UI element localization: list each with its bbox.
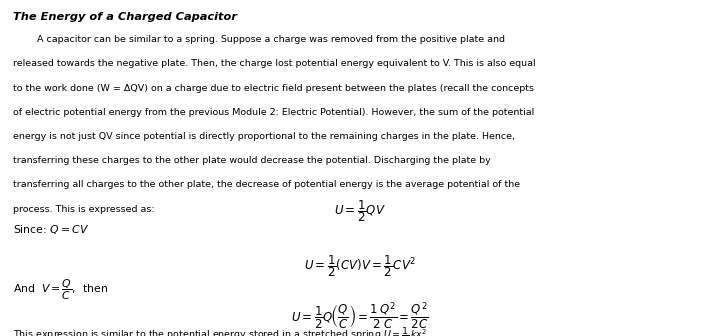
Text: Since: $Q = CV$: Since: $Q = CV$ (13, 223, 89, 237)
Text: This expression is similar to the potential energy stored in a stretched spring : This expression is similar to the potent… (13, 325, 431, 336)
Text: The Energy of a Charged Capacitor: The Energy of a Charged Capacitor (13, 12, 237, 22)
Text: $U = \dfrac{1}{2}Q\!\left(\dfrac{Q}{C}\right) = \dfrac{1\,Q^2}{2\;C} = \dfrac{Q^: $U = \dfrac{1}{2}Q\!\left(\dfrac{Q}{C}\r… (291, 301, 429, 332)
Text: released towards the negative plate. Then, the charge lost potential energy equi: released towards the negative plate. The… (13, 59, 536, 69)
Text: transferring these charges to the other plate would decrease the potential. Disc: transferring these charges to the other … (13, 156, 491, 165)
Text: A capacitor can be similar to a spring. Suppose a charge was removed from the po: A capacitor can be similar to a spring. … (13, 35, 505, 44)
Text: $U = \dfrac{1}{2}(CV)V = \dfrac{1}{2}CV^2$: $U = \dfrac{1}{2}(CV)V = \dfrac{1}{2}CV^… (304, 254, 416, 279)
Text: process. This is expressed as:: process. This is expressed as: (13, 205, 155, 214)
Text: of electric potential energy from the previous Module 2: Electric Potential). Ho: of electric potential energy from the pr… (13, 108, 534, 117)
Text: to the work done (W = ΔQV) on a charge due to electric field present between the: to the work done (W = ΔQV) on a charge d… (13, 84, 534, 93)
Text: $U = \dfrac{1}{2}QV$: $U = \dfrac{1}{2}QV$ (334, 198, 386, 224)
Text: energy is not just QV since potential is directly proportional to the remaining : energy is not just QV since potential is… (13, 132, 515, 141)
Text: transferring all charges to the other plate, the decrease of potential energy is: transferring all charges to the other pl… (13, 180, 520, 190)
Text: And  $V = \dfrac{Q}{C}$,  then: And $V = \dfrac{Q}{C}$, then (13, 277, 108, 302)
